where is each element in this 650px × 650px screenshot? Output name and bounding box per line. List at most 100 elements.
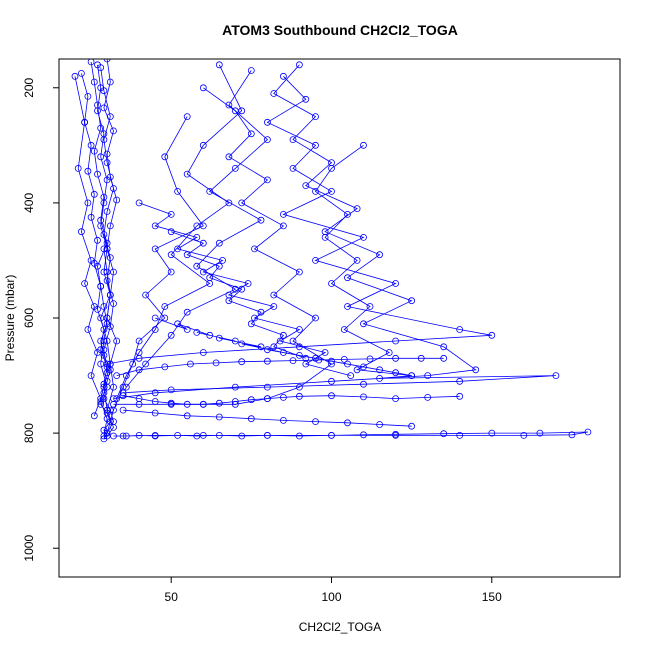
data-point — [151, 431, 159, 439]
y-tick-label: 800 — [22, 423, 36, 443]
series-5 — [71, 72, 105, 420]
y-tick-label: 600 — [22, 308, 36, 328]
data-point — [302, 95, 310, 103]
data-point — [103, 406, 111, 414]
data-point — [302, 354, 310, 362]
data-point — [87, 141, 95, 149]
data-point — [135, 366, 143, 374]
data-point — [244, 280, 252, 287]
data-point — [193, 432, 201, 440]
data-point — [122, 432, 130, 440]
data-point — [424, 393, 432, 401]
series-16 — [151, 314, 416, 380]
data-point — [552, 372, 560, 380]
data-point — [100, 380, 108, 388]
y-axis: 200 400 600 800 1000 — [22, 77, 59, 562]
data-point — [100, 231, 108, 238]
x-tick-label: 50 — [165, 590, 179, 604]
data-point — [488, 331, 496, 339]
data-point — [135, 354, 143, 362]
data-point — [199, 84, 207, 92]
data-point — [392, 280, 400, 287]
data-point — [344, 210, 351, 218]
data-point — [135, 199, 143, 207]
data-point — [110, 268, 117, 276]
data-point — [270, 90, 278, 97]
data-point — [193, 328, 201, 336]
data-point — [94, 236, 101, 244]
data-point — [103, 415, 111, 423]
data-point — [167, 399, 175, 407]
series-line — [125, 70, 268, 388]
data-point — [90, 190, 98, 198]
data-point — [90, 412, 98, 420]
data-point — [119, 406, 127, 414]
data-point — [151, 326, 159, 333]
data-point — [328, 280, 335, 287]
data-point — [295, 351, 303, 359]
data-point — [279, 416, 287, 424]
data-point — [302, 182, 310, 190]
data-point — [312, 187, 319, 195]
data-point — [328, 392, 335, 400]
data-point — [263, 176, 271, 184]
data-point — [238, 432, 246, 440]
data-point — [257, 216, 265, 224]
data-point — [247, 67, 255, 74]
data-point — [353, 256, 361, 264]
data-point — [270, 291, 278, 299]
data-point — [186, 360, 194, 368]
data-point — [247, 415, 255, 423]
data-point — [100, 337, 108, 345]
data-point — [122, 372, 130, 380]
series-11 — [110, 61, 480, 403]
data-point — [472, 366, 480, 374]
data-point — [295, 432, 303, 440]
data-point — [71, 72, 79, 80]
data-point — [206, 274, 214, 282]
series-14 — [119, 392, 464, 408]
series-line — [123, 144, 556, 394]
data-point — [321, 349, 329, 356]
data-point — [456, 431, 464, 439]
data-point — [84, 93, 92, 100]
data-point — [376, 421, 384, 428]
data-point — [295, 268, 303, 276]
data-point — [231, 398, 239, 405]
data-point — [183, 326, 191, 333]
data-point — [392, 354, 400, 362]
data-point — [295, 61, 303, 69]
data-point — [151, 389, 159, 397]
data-point — [215, 431, 223, 439]
data-point — [100, 104, 108, 112]
data-point — [174, 245, 182, 253]
data-point — [167, 386, 175, 394]
data-point — [440, 430, 448, 438]
data-point — [122, 383, 130, 391]
data-point — [215, 61, 223, 69]
data-point — [110, 383, 117, 391]
data-point — [110, 400, 117, 408]
data-point — [199, 400, 207, 408]
data-point — [328, 431, 335, 439]
data-point — [100, 136, 108, 144]
data-point — [100, 199, 108, 207]
data-point — [376, 374, 384, 382]
data-point — [295, 383, 303, 391]
data-point — [360, 233, 367, 241]
data-point — [113, 372, 121, 380]
data-point — [106, 222, 114, 230]
data-point — [225, 101, 233, 109]
data-point — [360, 393, 367, 401]
data-point — [225, 199, 233, 207]
data-point — [106, 323, 114, 331]
data-point — [119, 432, 127, 440]
data-point — [276, 337, 284, 345]
data-point — [408, 297, 416, 305]
data-point — [100, 268, 108, 276]
data-point — [97, 124, 105, 132]
data-point — [392, 395, 400, 403]
data-point — [142, 360, 150, 368]
data-point — [360, 320, 367, 328]
